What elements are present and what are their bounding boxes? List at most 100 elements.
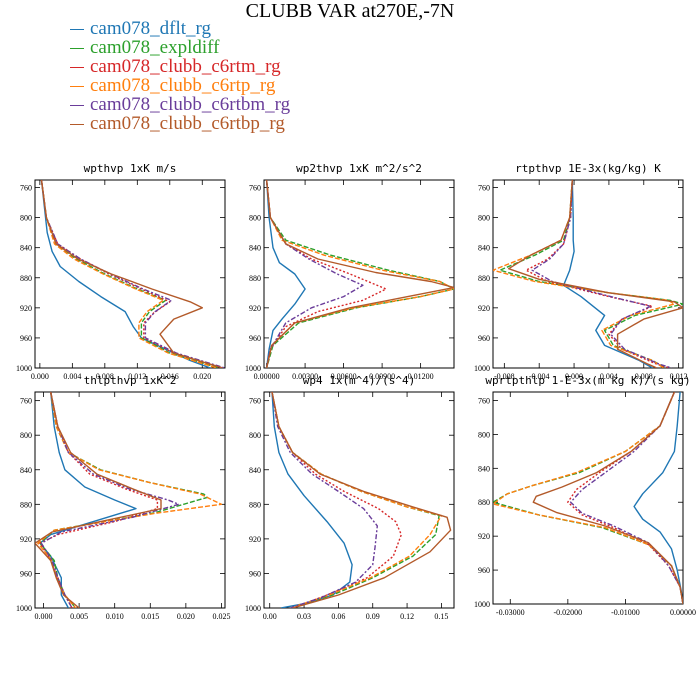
x-tick-label: 0.000 <box>565 372 583 381</box>
x-tick-label: 0.000 <box>31 372 49 381</box>
y-tick-label: 960 <box>249 569 261 578</box>
x-tick-label: 0.004 <box>600 372 618 381</box>
x-tick-label: 0.020 <box>193 372 211 381</box>
panel-title: wp2thvp 1xK m^2/s^2 <box>296 162 422 175</box>
y-tick-label: 840 <box>20 466 32 475</box>
y-tick-label: 800 <box>249 214 261 223</box>
y-tick-label: 920 <box>478 532 490 541</box>
x-tick-label: 0.00 <box>263 612 277 621</box>
panel-title: wp4 1x(m^4)/(s^4) <box>303 374 416 387</box>
x-tick-label: 0.012 <box>670 372 688 381</box>
y-tick-label: 840 <box>478 464 490 473</box>
chart-panel-4: thlpthvp 1xK^276080084088092096010000.00… <box>16 374 230 621</box>
x-tick-label: 0.005 <box>70 612 88 621</box>
series-group <box>40 180 225 368</box>
series-line-cam078_clubb_c6rtbp_rg <box>508 180 683 368</box>
x-tick-label: 0.00600 <box>331 372 357 381</box>
series-line-cam078_expldiff <box>40 180 219 368</box>
x-tick-label: 0.01200 <box>408 372 434 381</box>
legend-item: cam078_dflt_rg <box>70 18 211 40</box>
legend-item: cam078_expldiff <box>70 37 219 59</box>
series-line-cam078_expldiff <box>499 180 683 368</box>
series-line-cam078_clubb_c6rtbp_rg <box>271 392 452 608</box>
legend-swatch <box>70 48 84 50</box>
series-line-cam078_dflt_rg <box>39 392 137 608</box>
y-tick-label: 1000 <box>245 364 261 373</box>
series-line-cam078_dflt_rg <box>40 180 211 368</box>
x-tick-label: 0.016 <box>161 372 179 381</box>
y-tick-label: 920 <box>249 304 261 313</box>
y-tick-label: 920 <box>478 304 490 313</box>
plot-frame <box>263 391 455 609</box>
legend-item: cam078_clubb_c6rtbm_rg <box>70 94 290 116</box>
y-tick-label: 760 <box>20 184 32 193</box>
series-line-cam078_clubb_c6rtm_rg <box>525 180 671 368</box>
y-tick-label: 1000 <box>16 604 32 613</box>
legend-swatch <box>70 105 84 107</box>
legend-swatch <box>70 67 84 69</box>
x-tick-label: -0.02000 <box>554 608 583 617</box>
panel-title: thlpthvp 1xK^2 <box>84 374 177 387</box>
y-tick-label: 960 <box>249 334 261 343</box>
panel-title: rtpthvp 1E-3x(kg/kg) K <box>515 162 661 175</box>
x-tick-label: 0.020 <box>177 612 195 621</box>
series-group <box>265 180 454 368</box>
series-line-cam078_clubb_c6rtbm_rg <box>40 392 180 608</box>
legend-label: cam078_clubb_c6rtp_rg <box>90 75 276 96</box>
series-line-cam078_expldiff <box>39 392 208 608</box>
y-tick-label: 960 <box>478 566 490 575</box>
series-line-cam078_clubb_c6rtp_rg <box>493 392 683 604</box>
series-line-cam078_clubb_c6rtbm_rg <box>40 180 225 368</box>
series-line-cam078_clubb_c6rtm_rg <box>40 180 223 368</box>
legend-item: cam078_clubb_c6rtm_rg <box>70 56 281 78</box>
panel-title: wpthvp 1xK m/s <box>84 162 177 175</box>
series-group <box>271 392 452 608</box>
x-tick-label: 0.000 <box>35 612 53 621</box>
y-tick-label: 800 <box>20 431 32 440</box>
series-line-cam078_dflt_rg <box>562 180 653 368</box>
series-line-cam078_clubb_c6rtbm_rg <box>271 392 378 608</box>
y-tick-label: 840 <box>20 244 32 253</box>
legend-swatch <box>70 29 84 31</box>
legend-item: cam078_clubb_c6rtbp_rg <box>70 113 285 135</box>
series-line-cam078_dflt_rg <box>265 180 306 368</box>
y-tick-label: 760 <box>478 184 490 193</box>
series-group <box>35 392 223 608</box>
y-tick-label: 800 <box>249 431 261 440</box>
plot-frame <box>34 179 226 369</box>
y-tick-label: 800 <box>20 214 32 223</box>
y-tick-label: 880 <box>249 500 261 509</box>
x-tick-label: 0.03 <box>297 612 311 621</box>
series-line-cam078_clubb_c6rtbm_rg <box>570 392 683 604</box>
y-tick-label: 1000 <box>474 364 490 373</box>
legend-label: cam078_clubb_c6rtbm_rg <box>90 94 291 115</box>
x-tick-label: -0.01000 <box>611 608 640 617</box>
y-tick-label: 880 <box>20 500 32 509</box>
y-tick-label: 920 <box>20 304 32 313</box>
x-tick-label: 0.12 <box>400 612 414 621</box>
y-tick-label: 960 <box>20 334 32 343</box>
y-tick-label: 760 <box>478 396 490 405</box>
legend-swatch <box>70 86 84 88</box>
series-line-cam078_clubb_c6rtbm_rg <box>531 180 672 368</box>
series-line-cam078_clubb_c6rtp_rg <box>271 392 443 608</box>
x-tick-label: 0.004 <box>63 372 81 381</box>
x-tick-label: -0.03000 <box>496 608 525 617</box>
plot-frame <box>492 179 684 369</box>
x-tick-label: 0.00900 <box>369 372 395 381</box>
legend-label: cam078_expldiff <box>90 37 220 58</box>
x-tick-label: 0.00300 <box>292 372 318 381</box>
series-line-cam078_clubb_c6rtbp_rg <box>265 180 454 368</box>
figure-title: CLUBB VAR at270E,-7N <box>245 0 455 22</box>
y-tick-label: 960 <box>20 569 32 578</box>
y-tick-label: 760 <box>20 397 32 406</box>
y-tick-label: 920 <box>249 535 261 544</box>
y-tick-label: 840 <box>249 244 261 253</box>
y-tick-label: 760 <box>249 397 261 406</box>
x-tick-label: 0.06 <box>331 612 345 621</box>
chart-panel-1: wpthvp 1xK m/s76080084088092096010000.00… <box>16 162 226 381</box>
series-line-cam078_dflt_rg <box>633 392 683 604</box>
y-tick-label: 880 <box>478 274 490 283</box>
chart-panel-6: wprtpthlp 1-E-3x(m kg K)/(s kg) 760 800 840… <box>474 374 696 617</box>
